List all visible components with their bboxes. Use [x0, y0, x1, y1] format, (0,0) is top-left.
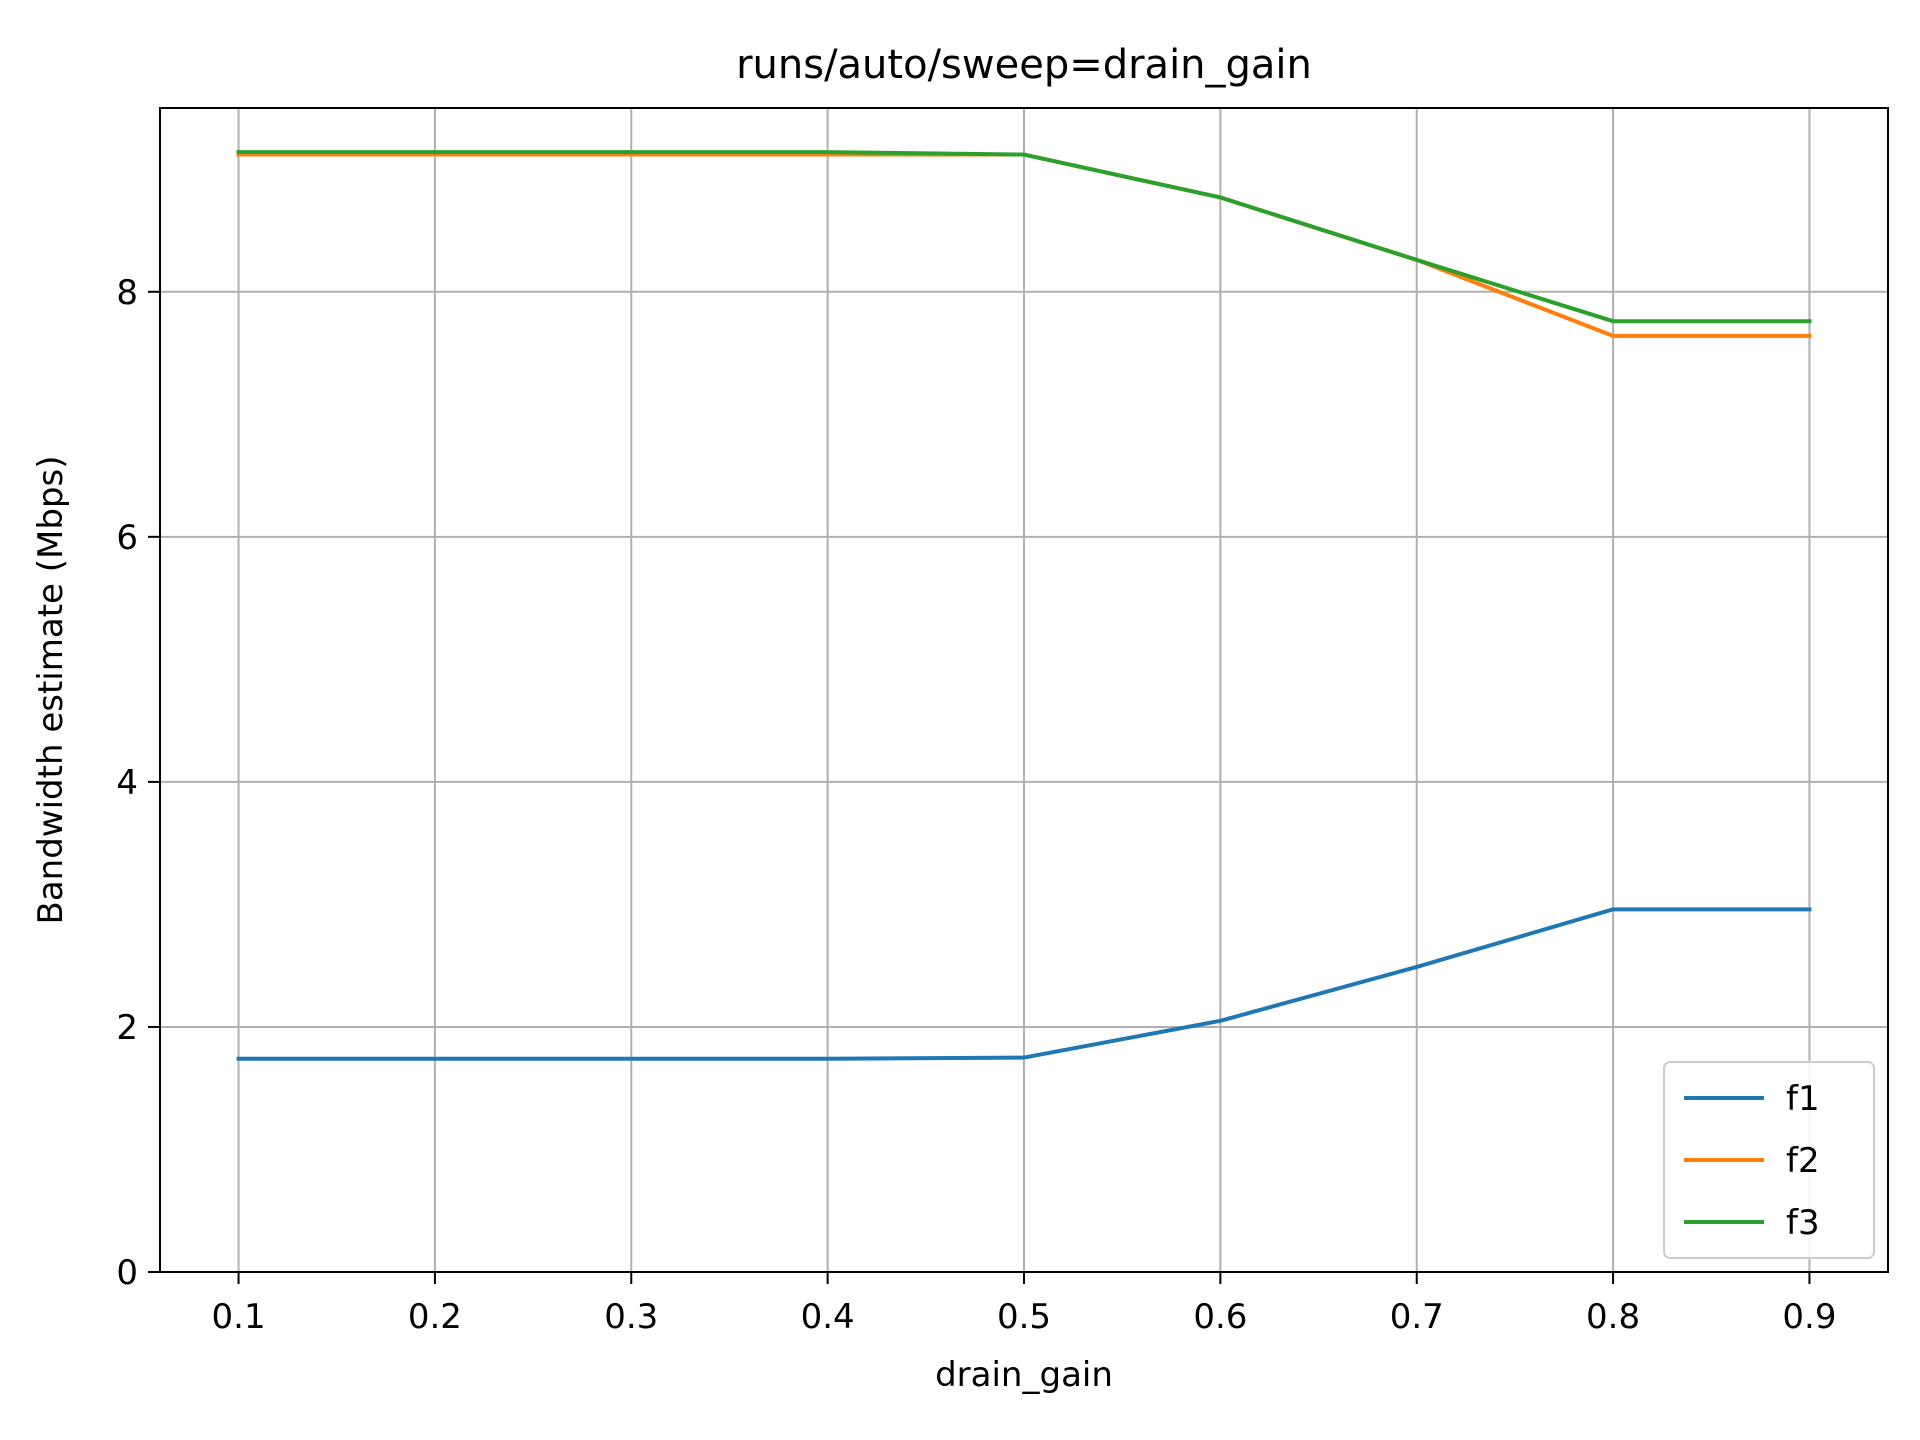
legend-label-f1: f1 — [1786, 1079, 1820, 1119]
y-tick-label: 8 — [116, 273, 138, 313]
grid-lines — [160, 108, 1888, 1273]
series-line-f1 — [236, 907, 1812, 1061]
legend-label-f3: f3 — [1786, 1203, 1820, 1243]
y-tick-label: 2 — [116, 1008, 138, 1048]
y-tick-label: 6 — [116, 518, 138, 558]
y-tick-label: 4 — [116, 763, 138, 803]
legend: f1 f2 f3 — [1663, 1061, 1875, 1259]
chart-title: runs/auto/sweep=drain_gain — [736, 42, 1312, 88]
y-axis-label: Bandwidth estimate (Mbps) — [31, 456, 71, 925]
x-axis-label: drain_gain — [935, 1355, 1113, 1395]
x-tick-label: 0.7 — [1390, 1297, 1444, 1337]
x-tick-label: 0.4 — [801, 1297, 855, 1337]
x-tick-label: 0.9 — [1782, 1297, 1836, 1337]
x-tick-label: 0.6 — [1193, 1297, 1247, 1337]
axis-ticks: 0.1 0.2 0.3 0.4 0.5 0.6 0.7 0.8 0.9 0 2 4 6 8 — [116, 273, 1836, 1337]
x-tick-label: 0.2 — [408, 1297, 462, 1337]
x-tick-label: 0.5 — [997, 1297, 1051, 1337]
x-tick-label: 0.3 — [604, 1297, 658, 1337]
x-tick-label: 0.1 — [212, 1297, 266, 1337]
series-lines — [236, 150, 1812, 1061]
y-tick-label: 0 — [116, 1253, 138, 1293]
x-tick-label: 0.8 — [1586, 1297, 1640, 1337]
legend-label-f2: f2 — [1786, 1141, 1820, 1181]
legend-box — [1663, 1061, 1875, 1259]
series-line-f3 — [236, 150, 1812, 324]
